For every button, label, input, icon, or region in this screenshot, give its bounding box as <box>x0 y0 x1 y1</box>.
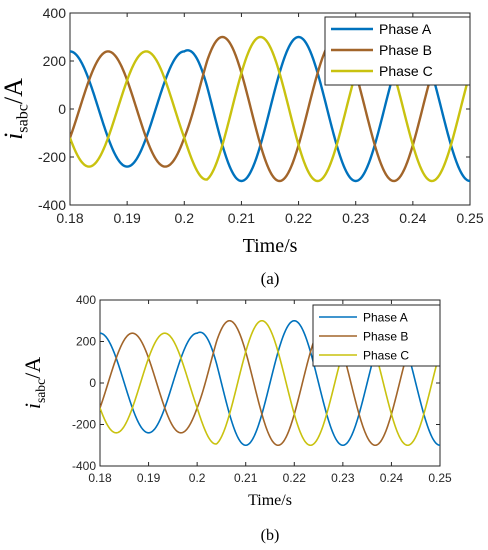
chart-panel-b: 0.18 0.19 0.2 0.21 0.22 0.23 0.24 0.25 -400 -200 0… <box>20 293 452 544</box>
y-tick-label: 400 <box>76 293 96 307</box>
y-axis-label-subscript: sabc <box>33 379 48 403</box>
y-tick-label: 200 <box>76 335 96 349</box>
x-tick-label: 0.2 <box>189 471 206 485</box>
y-tick-label: 0 <box>89 376 96 390</box>
x-tick-label: 0.23 <box>342 210 369 226</box>
x-tick-label: 0.25 <box>456 210 483 226</box>
x-tick-label: 0.19 <box>137 471 161 485</box>
chart-panel-a: 0.18 0.19 0.2 0.21 0.22 0.23 0.24 0.25 -400 -200 0… <box>0 5 484 288</box>
x-tick-label: 0.24 <box>399 210 426 226</box>
series-line-phase-c <box>70 35 470 183</box>
legend-label: Phase A <box>363 310 408 324</box>
x-tick-label: 0.21 <box>228 210 255 226</box>
legend-label: Phase B <box>363 329 408 343</box>
y-tick-label: 400 <box>43 5 67 21</box>
x-axis-label: Time/s <box>243 235 298 257</box>
y-tick-label: -200 <box>72 418 96 432</box>
x-tick-label: 0.18 <box>88 471 112 485</box>
series-line-phase-b <box>100 319 440 447</box>
legend-label: Phase C <box>379 63 433 79</box>
y-tick-label: -400 <box>72 459 96 473</box>
y-axis-label-unit: /A <box>20 357 45 379</box>
y-axis-label-symbol: i <box>20 403 45 409</box>
y-axis-label-subscript: sabc <box>15 104 32 133</box>
x-tick-label: 0.22 <box>285 210 312 226</box>
x-tick-label: 0.22 <box>283 471 307 485</box>
legend-label: Phase A <box>379 21 432 37</box>
y-tick-label: -200 <box>38 149 66 165</box>
y-axis-label: isabc/A <box>0 78 32 140</box>
series-line-phase-b <box>70 35 470 183</box>
legend: Phase A Phase B Phase C <box>324 16 471 86</box>
y-tick-label: 200 <box>43 53 67 69</box>
legend-label: Phase C <box>363 348 409 362</box>
legend: Phase A Phase B Phase C <box>312 304 441 367</box>
panel-caption: (b) <box>261 527 280 544</box>
series-line-phase-c <box>100 319 440 447</box>
x-tick-label: 0.24 <box>380 471 404 485</box>
x-tick-label: 0.2 <box>175 210 195 226</box>
y-axis-label: isabc/A <box>20 357 48 409</box>
y-axis-label-unit: /A <box>0 78 28 104</box>
y-tick-label: 0 <box>58 101 66 117</box>
x-tick-label: 0.23 <box>331 471 355 485</box>
y-tick-label: -400 <box>38 197 66 213</box>
x-tick-label: 0.18 <box>56 210 83 226</box>
legend-label: Phase B <box>379 42 432 58</box>
x-tick-label: 0.25 <box>428 471 452 485</box>
y-axis-label-symbol: i <box>0 133 28 140</box>
x-tick-label: 0.19 <box>114 210 141 226</box>
x-axis-label: Time/s <box>248 492 292 509</box>
panel-caption: (a) <box>261 269 280 288</box>
x-tick-label: 0.21 <box>234 471 258 485</box>
